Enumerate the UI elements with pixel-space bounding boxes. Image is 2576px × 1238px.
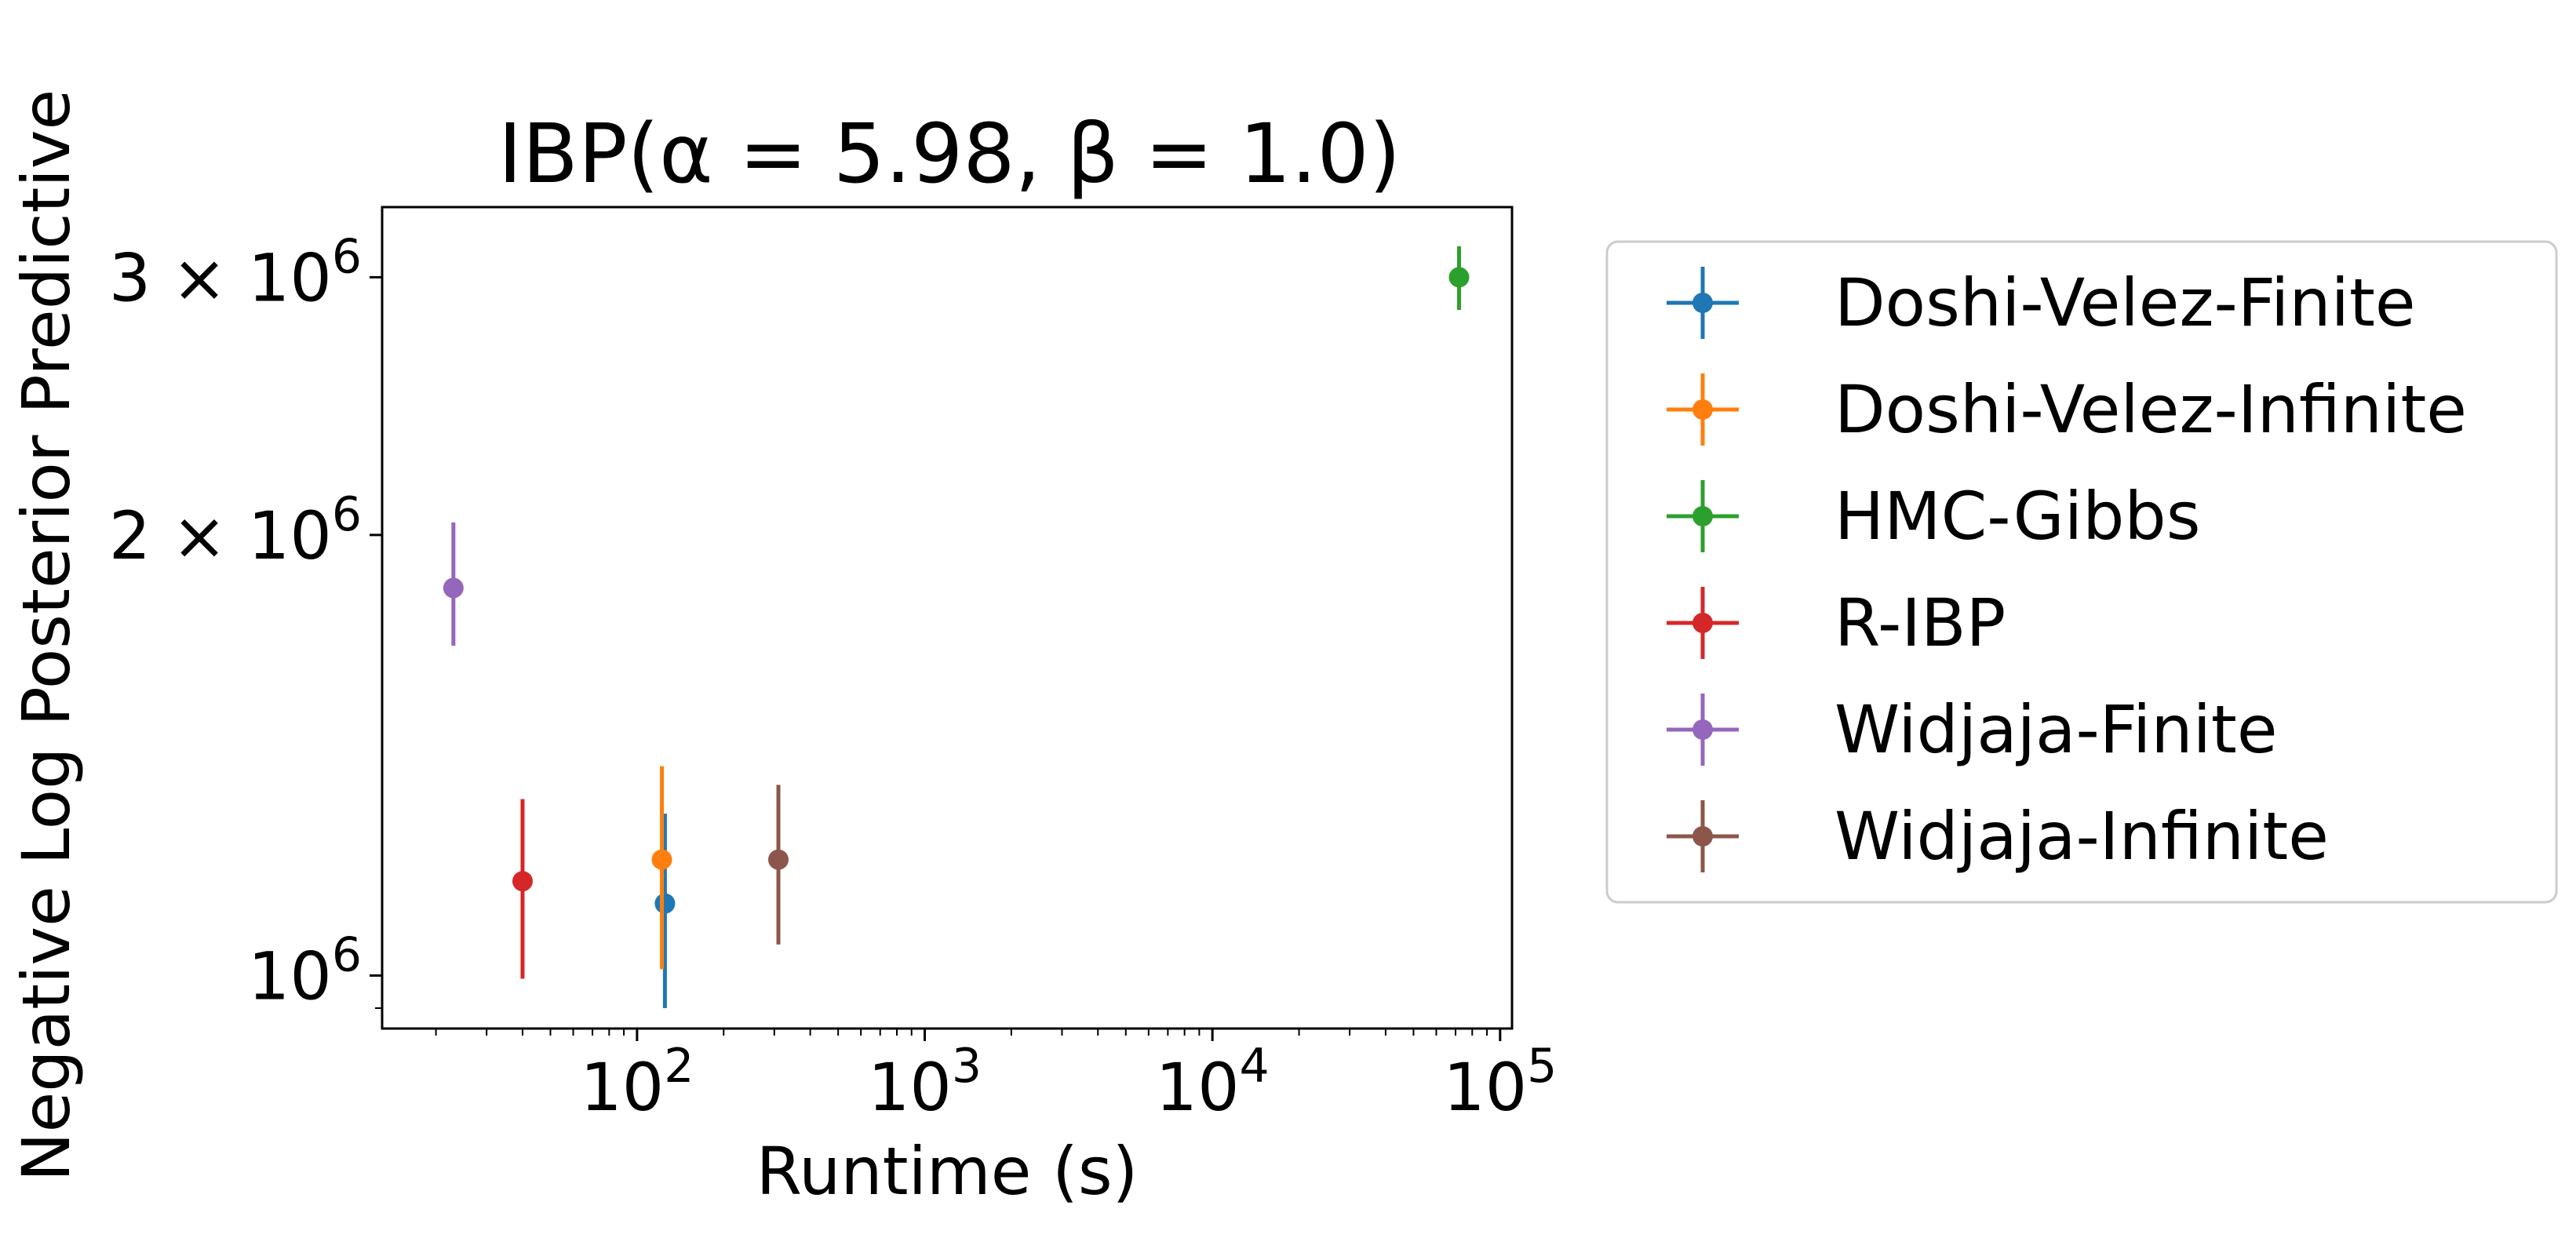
series-point-group bbox=[443, 522, 464, 646]
legend: Doshi-Velez-Finite Doshi-Velez-Infinite HM… bbox=[1605, 240, 2558, 904]
legend-label: Widjaja-Infinite bbox=[1835, 798, 2329, 875]
data-point bbox=[768, 849, 789, 870]
x-tick-label: 103 bbox=[868, 1039, 982, 1126]
y-tick-label: 3 × 106 bbox=[109, 229, 362, 316]
legend-label: Widjaja-Finite bbox=[1835, 691, 2278, 768]
y-tick-label-exponent: 6 bbox=[332, 927, 362, 982]
x-tick-label-base: 10 bbox=[868, 1049, 952, 1126]
legend-entry: Widjaja-Infinite bbox=[1667, 798, 2329, 875]
x-tick-label-exponent: 4 bbox=[1240, 1039, 1270, 1094]
legend-marker-dot bbox=[1692, 293, 1713, 313]
x-axis-label: Runtime (s) bbox=[756, 1133, 1139, 1210]
x-tick-label: 102 bbox=[580, 1039, 694, 1126]
x-tick-label-exponent: 3 bbox=[952, 1039, 982, 1094]
legend-label: HMC-Gibbs bbox=[1835, 478, 2201, 555]
x-tick-label-base: 10 bbox=[1443, 1049, 1527, 1126]
series-point-group bbox=[768, 785, 789, 945]
data-point bbox=[1448, 267, 1470, 288]
x-tick-label: 104 bbox=[1156, 1039, 1270, 1126]
series-point-group bbox=[512, 799, 533, 979]
legend-entry: Doshi-Velez-Finite bbox=[1667, 264, 2416, 341]
y-tick-label: 106 bbox=[248, 927, 362, 1014]
legend-entry: R-IBP bbox=[1667, 584, 2006, 661]
legend-entry: Widjaja-Finite bbox=[1667, 691, 2278, 768]
x-tick-label: 105 bbox=[1443, 1039, 1557, 1126]
x-tick-label-base: 10 bbox=[1156, 1049, 1240, 1126]
y-tick-label-base: 2 × 10 bbox=[109, 497, 332, 574]
chart-title: IBP(α = 5.98, β = 1.0) bbox=[498, 106, 1401, 202]
legend-marker-dot bbox=[1692, 399, 1713, 420]
data-marks bbox=[443, 246, 1470, 1009]
y-tick-label-exponent: 6 bbox=[332, 487, 362, 542]
legend-marker-dot bbox=[1692, 506, 1713, 526]
legend-marker-dot bbox=[1692, 613, 1713, 633]
legend-label: Doshi-Velez-Finite bbox=[1835, 264, 2416, 341]
y-tick-label-base: 10 bbox=[248, 938, 332, 1014]
legend-entry: HMC-Gibbs bbox=[1667, 478, 2201, 555]
legend-label: Doshi-Velez-Infinite bbox=[1835, 371, 2467, 448]
x-tick-label-base: 10 bbox=[580, 1049, 664, 1126]
series-point-group bbox=[654, 814, 676, 1009]
legend-marker-dot bbox=[1692, 719, 1713, 740]
series-point-group bbox=[1448, 246, 1470, 310]
plot-area bbox=[381, 206, 1514, 1030]
series-point-group bbox=[651, 766, 672, 970]
y-axis-label: Negative Log Posterior Predictive bbox=[8, 89, 85, 1182]
y-tick-label: 2 × 106 bbox=[109, 487, 362, 574]
data-point bbox=[443, 577, 464, 599]
legend-marker-dot bbox=[1692, 826, 1713, 847]
legend-frame bbox=[1605, 240, 2558, 904]
y-tick-label-exponent: 6 bbox=[332, 229, 362, 284]
legend-label: R-IBP bbox=[1835, 584, 2006, 661]
data-point bbox=[654, 893, 676, 914]
data-point bbox=[651, 849, 672, 870]
y-tick-label-base: 3 × 10 bbox=[109, 239, 332, 316]
x-tick-label-exponent: 2 bbox=[664, 1039, 694, 1094]
x-tick-label-exponent: 5 bbox=[1527, 1039, 1557, 1094]
legend-entry: Doshi-Velez-Infinite bbox=[1667, 371, 2467, 448]
data-point bbox=[512, 871, 533, 892]
